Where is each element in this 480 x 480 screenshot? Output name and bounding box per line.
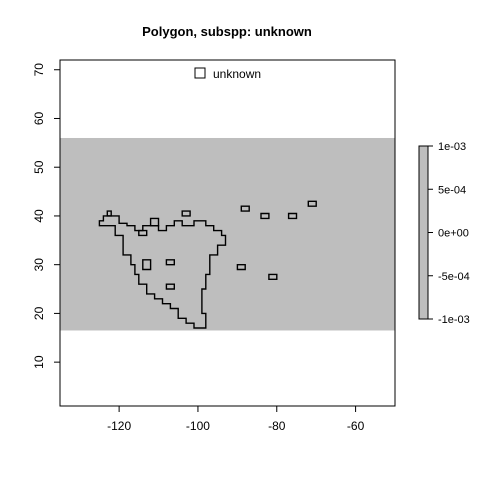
raster-band xyxy=(60,138,395,330)
x-tick-label: -80 xyxy=(268,419,286,433)
y-tick-label: 30 xyxy=(32,258,46,272)
y-tick-label: 60 xyxy=(32,111,46,125)
y-tick-label: 50 xyxy=(32,160,46,174)
chart-title: Polygon, subspp: unknown xyxy=(142,24,312,39)
x-tick-label: -120 xyxy=(107,419,131,433)
legend: unknown xyxy=(195,67,261,81)
plot-area: -120 -100 -80 -60 10 20 30 40 50 60 70 xyxy=(32,60,395,433)
legend-label: unknown xyxy=(213,67,261,81)
y-tick-label: 70 xyxy=(32,63,46,77)
y-tick-label: 20 xyxy=(32,306,46,320)
x-tick-label: -60 xyxy=(347,419,365,433)
colorbar-label: 0e+00 xyxy=(438,228,469,240)
legend-swatch xyxy=(195,68,205,78)
colorbar-fill xyxy=(419,146,428,319)
colorbar: 1e-03 5e-04 0e+00 -5e-04 -1e-03 xyxy=(419,141,470,326)
x-tick-label: -100 xyxy=(186,419,210,433)
y-tick-label: 40 xyxy=(32,209,46,223)
colorbar-label: -1e-03 xyxy=(438,314,470,326)
colorbar-label: -5e-04 xyxy=(438,271,470,283)
colorbar-label: 1e-03 xyxy=(438,141,466,153)
y-tick-label: 10 xyxy=(32,355,46,369)
colorbar-label: 5e-04 xyxy=(438,184,466,196)
